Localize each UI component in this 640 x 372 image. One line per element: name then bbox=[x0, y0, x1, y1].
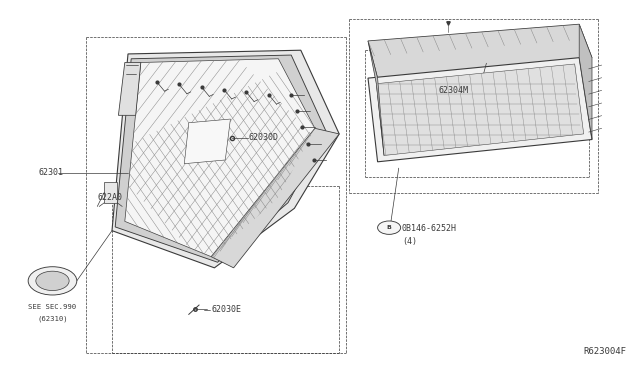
Text: 62030D: 62030D bbox=[248, 133, 278, 142]
Polygon shape bbox=[211, 128, 339, 268]
Text: 62304M: 62304M bbox=[438, 86, 468, 95]
Circle shape bbox=[28, 267, 77, 295]
Polygon shape bbox=[368, 58, 592, 162]
Text: 62030E: 62030E bbox=[211, 305, 241, 314]
Polygon shape bbox=[112, 50, 339, 268]
Polygon shape bbox=[579, 24, 592, 140]
Text: (4): (4) bbox=[402, 237, 417, 246]
Text: B: B bbox=[387, 225, 392, 230]
Circle shape bbox=[378, 221, 401, 234]
Text: SEE SEC.990: SEE SEC.990 bbox=[28, 304, 77, 310]
Polygon shape bbox=[376, 64, 584, 155]
Polygon shape bbox=[368, 41, 384, 155]
Polygon shape bbox=[125, 59, 315, 257]
Text: 0B146-6252H: 0B146-6252H bbox=[402, 224, 457, 233]
Text: 622A0: 622A0 bbox=[97, 193, 122, 202]
Polygon shape bbox=[184, 119, 230, 164]
Polygon shape bbox=[118, 62, 141, 115]
Text: R623004F: R623004F bbox=[583, 347, 626, 356]
Polygon shape bbox=[368, 24, 592, 78]
Polygon shape bbox=[115, 55, 326, 262]
Text: 62301: 62301 bbox=[38, 169, 63, 177]
Polygon shape bbox=[104, 182, 117, 203]
Text: (62310): (62310) bbox=[37, 316, 68, 323]
Circle shape bbox=[36, 271, 69, 291]
